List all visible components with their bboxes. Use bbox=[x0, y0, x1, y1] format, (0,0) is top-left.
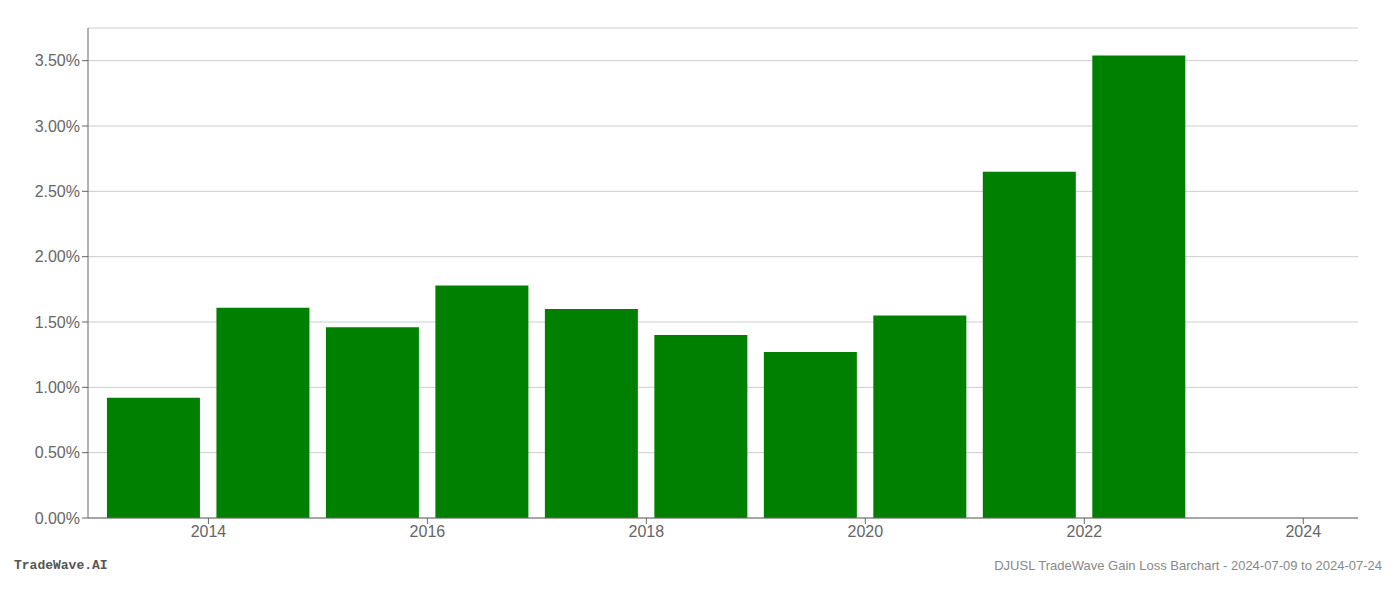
svg-text:2018: 2018 bbox=[629, 523, 665, 540]
svg-text:2024: 2024 bbox=[1285, 523, 1321, 540]
svg-text:2016: 2016 bbox=[410, 523, 446, 540]
svg-text:2.00%: 2.00% bbox=[35, 248, 80, 265]
svg-text:1.50%: 1.50% bbox=[35, 314, 80, 331]
svg-text:0.00%: 0.00% bbox=[35, 510, 80, 527]
svg-text:0.50%: 0.50% bbox=[35, 444, 80, 461]
svg-text:2022: 2022 bbox=[1066, 523, 1102, 540]
svg-text:3.50%: 3.50% bbox=[35, 52, 80, 69]
svg-text:1.00%: 1.00% bbox=[35, 379, 80, 396]
svg-text:2014: 2014 bbox=[191, 523, 227, 540]
svg-text:3.00%: 3.00% bbox=[35, 118, 80, 135]
html-text:TradeWave.AI: TradeWave.AI bbox=[14, 558, 108, 573]
svg-text:2.50%: 2.50% bbox=[35, 183, 80, 200]
html-text:DJUSL TradeWave Gain Loss Barc: DJUSL TradeWave Gain Loss Barchart - 202… bbox=[994, 558, 1382, 573]
svg-text:2020: 2020 bbox=[848, 523, 884, 540]
